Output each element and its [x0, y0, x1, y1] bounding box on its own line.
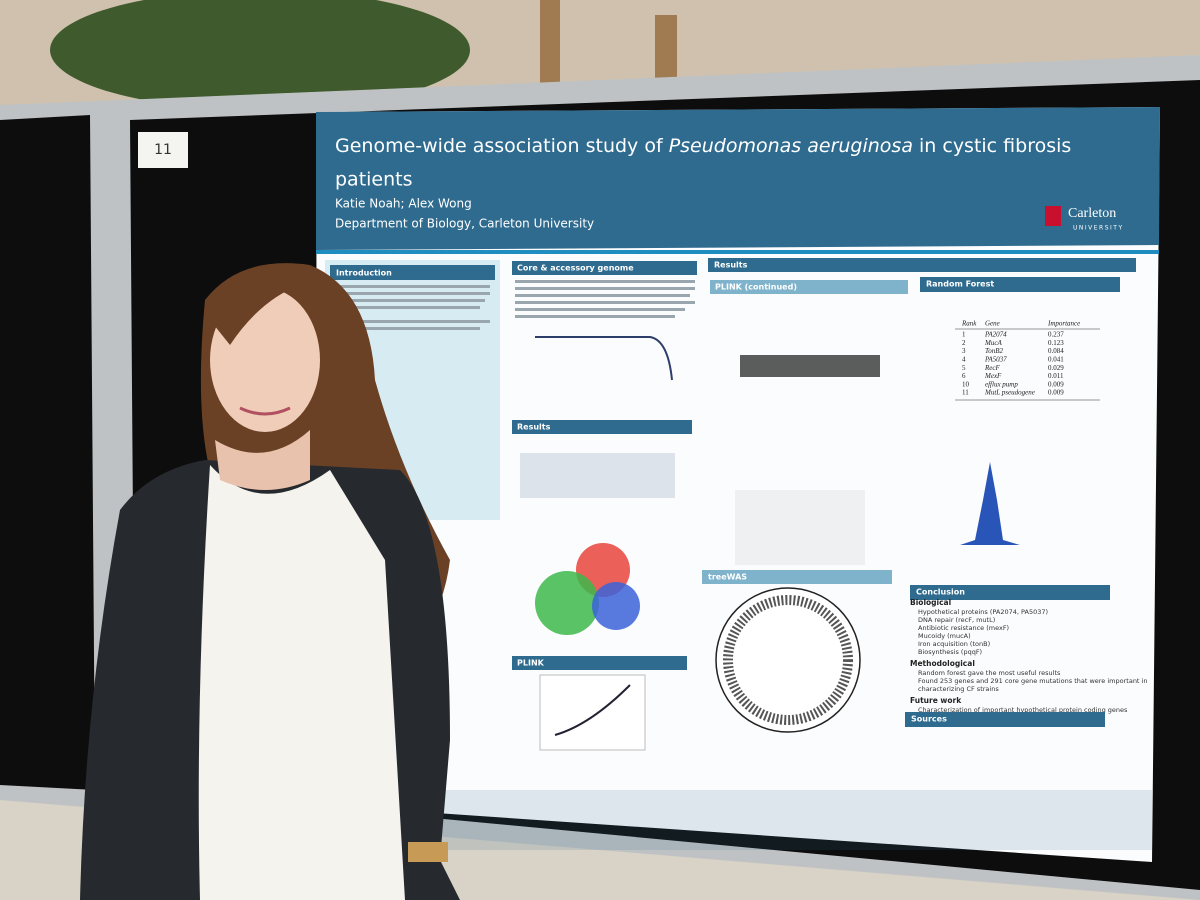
bullet: Hypothetical proteins (PA2074, PA5037) [918, 608, 1048, 616]
table-cell: 3 [962, 347, 966, 355]
subheading: Biological [910, 598, 951, 607]
table-cell: 0.237 [1048, 331, 1064, 339]
table-cell: 0.009 [1048, 389, 1064, 397]
section-heading: Random Forest [926, 280, 994, 289]
table-cell: MutL pseudogene [984, 389, 1035, 397]
table-header: Gene [985, 320, 1000, 328]
section-heading: PLINK (continued) [715, 283, 797, 292]
title-part: in cystic fibrosis [913, 135, 1071, 157]
table-cell: 2 [962, 339, 966, 347]
section-bar [512, 420, 692, 434]
section-heading: Results [714, 261, 748, 270]
phylogeny [723, 595, 853, 725]
section-heading: Introduction [336, 269, 392, 278]
importance-table: Rank Gene Importance 1 PA2074 0.237 2 MucA 0.123… [955, 320, 1100, 401]
section-heading: Conclusion [916, 588, 965, 597]
bullet: characterizing CF strains [918, 685, 999, 693]
section-bar [920, 277, 1120, 292]
table-cell: TonB2 [985, 347, 1004, 355]
section-heading: treeWAS [708, 573, 747, 582]
plant [50, 0, 470, 110]
table-header: Importance [1047, 320, 1080, 328]
logo-sub: UNIVERSITY [1073, 225, 1124, 232]
table-cell: 0.009 [1048, 380, 1064, 388]
bullet: Characterization of important hypothetic… [918, 706, 1128, 714]
table-cell: 4 [962, 356, 966, 364]
bullet: Mucoidy (mucA) [918, 632, 971, 640]
authors: Katie Noah; Alex Wong [335, 197, 472, 211]
poster-footer [318, 790, 1152, 850]
table-cell: 0.123 [1048, 339, 1064, 347]
bullet: Random forest gave the most useful resul… [918, 669, 1061, 677]
subheading: Future work [910, 696, 962, 705]
title-part: Genome-wide association study of [335, 135, 669, 157]
poster-header [316, 107, 1160, 250]
table-cell: 0.041 [1048, 356, 1064, 364]
table-cell: 1 [962, 331, 966, 339]
venn-circle [592, 582, 640, 630]
table-cell: PA2074 [984, 331, 1007, 339]
section-bar [910, 585, 1110, 600]
sculpture [540, 0, 560, 100]
manhattan-plot [740, 355, 880, 377]
number-card [138, 132, 188, 168]
table-header: Rank [961, 320, 977, 328]
section-bar [330, 265, 495, 280]
table-cell: 11 [962, 389, 969, 397]
section-bar [702, 570, 892, 584]
table-cell: 5 [962, 364, 966, 372]
phylogeny [715, 587, 861, 733]
bullet: Found 253 genes and 291 core gene mutati… [918, 677, 1147, 685]
body-lines [515, 280, 695, 318]
section-heading: Core & accessory genome [517, 264, 634, 273]
header-rule [316, 250, 1159, 254]
person [80, 263, 460, 900]
affiliation: Department of Biology, Carleton Universi… [335, 217, 594, 231]
section-heading: Sources [911, 715, 947, 724]
section-bar [710, 280, 908, 294]
bullet: Iron acquisition (tonB) [918, 640, 990, 648]
table-image [520, 453, 675, 498]
bullet: DNA repair (recF, mutL) [918, 616, 995, 624]
logo: Carleton [1068, 206, 1116, 221]
table-cell: 6 [962, 372, 966, 380]
section-bar [512, 656, 687, 670]
section-bar [512, 261, 697, 275]
table-cell: RecF [984, 364, 1000, 372]
table-cell: 0.029 [1048, 364, 1064, 372]
table-cell: 0.084 [1048, 347, 1064, 355]
board-left [0, 115, 95, 790]
subheading: Methodological [910, 659, 975, 668]
table-cell: MexF [984, 372, 1002, 380]
table-cell: PA5037 [984, 356, 1007, 364]
section-bar [708, 258, 1136, 272]
histogram [960, 462, 1020, 545]
bullet: Biosynthesis (pqqF) [918, 648, 982, 656]
section-bar [905, 712, 1105, 727]
table-cell: MucA [984, 339, 1002, 347]
table-image [735, 490, 865, 565]
qq-points [554, 684, 631, 736]
section-heading: PLINK [517, 659, 545, 668]
section-heading: Results [517, 423, 551, 432]
poster-title: Genome-wide association study of Pseudom… [335, 135, 1071, 157]
logo-crest [1045, 206, 1061, 226]
table-cell: 0.011 [1048, 372, 1064, 380]
board-number: 11 [154, 142, 172, 158]
bullet: Antibiotic resistance (mexF) [918, 624, 1009, 632]
table-cell: efflux pump [985, 380, 1018, 388]
title-part: Pseudomonas aeruginosa [669, 135, 913, 157]
poster-title: patients [335, 169, 413, 191]
body-lines [330, 285, 490, 330]
venn-circle [535, 571, 599, 635]
table-cell: 10 [962, 380, 970, 388]
curve-plot [535, 336, 673, 381]
